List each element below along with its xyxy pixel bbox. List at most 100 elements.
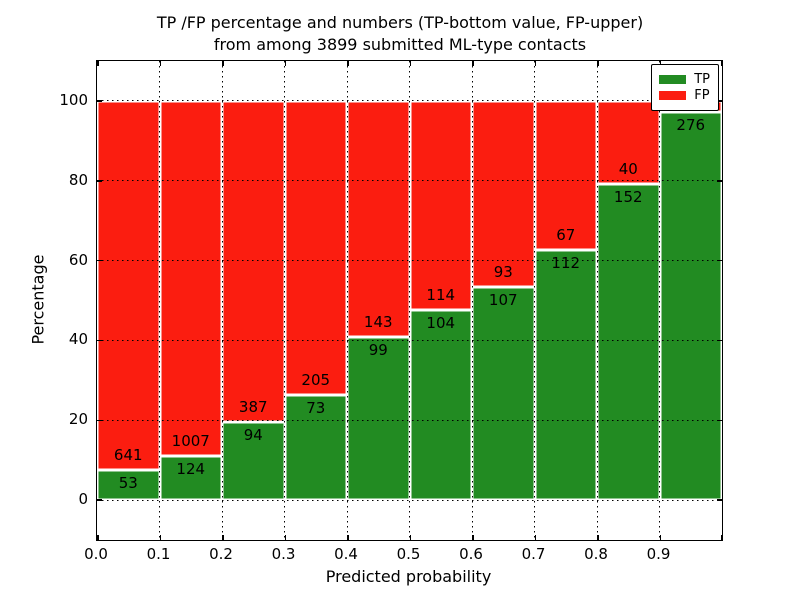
- y-tick-mark: [97, 180, 102, 182]
- x-tick-label: 0.6: [459, 545, 483, 563]
- x-tick-mark: [222, 535, 224, 540]
- tp-count-label: 94: [243, 426, 263, 445]
- x-tick-label: 0.0: [84, 545, 108, 563]
- y-tick-mark: [717, 339, 722, 342]
- bar-segment-fp: [534, 100, 597, 251]
- fp-count-label: 93: [493, 262, 513, 281]
- y-tick-mark: [97, 100, 102, 102]
- fp-count-label: 40: [618, 160, 638, 179]
- tp-count-label: 152: [613, 188, 643, 207]
- x-tick-label: 0.1: [146, 545, 171, 563]
- chart-title: TP /FP percentage and numbers (TP-bottom…: [0, 12, 800, 56]
- bar-segment-fp: [472, 100, 535, 287]
- y-tick-mark: [717, 180, 722, 182]
- bar-segment-tp: [472, 286, 535, 501]
- fp-count-label: 67: [556, 226, 576, 245]
- x-tick-mark: [222, 61, 224, 66]
- legend-item-tp: TP: [659, 73, 710, 86]
- tp-count-label: 104: [426, 313, 456, 332]
- y-tick-mark: [97, 339, 102, 342]
- y-tick-mark: [717, 499, 722, 501]
- bar-segment-tp: [284, 395, 347, 501]
- fp-swatch-icon: [659, 91, 687, 100]
- y-tick-mark: [97, 419, 102, 421]
- x-tick-mark: [159, 535, 161, 540]
- x-tick-mark: [409, 535, 411, 540]
- chart-title-line1: TP /FP percentage and numbers (TP-bottom…: [156, 13, 644, 32]
- tp-swatch-icon: [659, 75, 687, 84]
- bar-segment-fp: [159, 100, 222, 457]
- bar-segment-tp: [597, 184, 660, 501]
- bar-segment-tp: [409, 309, 472, 501]
- fp-count-label: 641: [113, 445, 143, 464]
- axis-ticks-layer: [97, 61, 722, 540]
- vertical-gridline: [346, 61, 348, 540]
- bar-segment-tp: [659, 112, 722, 501]
- x-tick-label: 0.9: [646, 545, 671, 563]
- bar-segment-fp: [347, 100, 410, 337]
- tp-count-label: 276: [676, 116, 706, 135]
- legend: TP FP: [651, 64, 719, 111]
- y-tick-mark: [717, 419, 722, 421]
- vertical-gridline: [159, 61, 160, 540]
- x-tick-mark: [284, 535, 286, 540]
- legend-label-fp: FP: [694, 88, 710, 103]
- x-tick-mark: [97, 535, 99, 540]
- x-tick-mark: [597, 61, 599, 66]
- bar-segment-fp: [97, 100, 160, 470]
- x-tick-mark: [597, 535, 599, 540]
- bar-segment-fp: [409, 100, 472, 310]
- fp-count-label: 387: [238, 398, 268, 417]
- plot-area: 641 53 1007 124 387 94 205 73 143 99 114 104 93 107 67…: [96, 60, 723, 541]
- tp-count-label: 107: [488, 290, 518, 309]
- x-tick-mark: [534, 535, 536, 540]
- x-tick-mark: [347, 535, 349, 540]
- bar-segment-fp: [222, 100, 285, 423]
- x-tick-mark: [659, 535, 661, 540]
- tp-count-label: 73: [306, 399, 326, 418]
- legend-item-fp: FP: [659, 89, 710, 102]
- fp-count-label: 143: [363, 312, 393, 331]
- bar-segment-tp: [534, 250, 597, 501]
- bars-layer: [97, 61, 722, 540]
- x-tick-mark: [472, 535, 474, 540]
- y-tick-label: 0: [78, 490, 88, 509]
- fp-count-label: 114: [426, 285, 456, 304]
- bar-segment-fp: [284, 100, 347, 396]
- vertical-gridline: [471, 61, 473, 540]
- y-tick-mark: [97, 499, 102, 501]
- tp-count-label: 53: [118, 473, 138, 492]
- x-tick-label: 0.2: [209, 545, 233, 563]
- x-tick-mark: [347, 61, 349, 66]
- fp-count-label: 205: [301, 371, 331, 390]
- tp-count-label: 124: [176, 460, 206, 479]
- vertical-gridline: [409, 61, 410, 540]
- chart-title-line2: from among 3899 submitted ML-type contac…: [213, 35, 587, 54]
- x-tick-label: 0.3: [271, 545, 296, 563]
- legend-label-tp: TP: [694, 72, 710, 87]
- x-tick-label: 0.4: [334, 545, 358, 563]
- y-tick-mark: [717, 259, 722, 262]
- y-tick-label: 80: [68, 170, 88, 189]
- y-tick-label: 100: [59, 90, 88, 109]
- x-tick-mark: [97, 61, 99, 66]
- bar-segment-tp: [159, 456, 222, 501]
- y-tick-label: 60: [68, 250, 88, 269]
- bar-segment-tp: [347, 336, 410, 501]
- tp-count-label: 112: [551, 254, 581, 273]
- vertical-gridline: [534, 61, 535, 540]
- fp-count-label: 1007: [171, 432, 210, 451]
- bar-segment-fp: [597, 100, 660, 185]
- x-axis-label: Predicted probability: [325, 567, 492, 586]
- vertical-gridline: [596, 61, 598, 540]
- bar-labels-layer: 641 53 1007 124 387 94 205 73 143 99 114 104 93 107 67…: [97, 61, 722, 540]
- x-tick-label: 0.8: [584, 545, 608, 563]
- x-tick-mark: [720, 61, 722, 66]
- y-tick-label: 20: [68, 410, 88, 429]
- x-tick-mark: [472, 61, 474, 66]
- x-tick-mark: [409, 61, 411, 66]
- y-tick-label: 40: [68, 330, 88, 349]
- gridlines-layer: [97, 61, 722, 540]
- bar-segment-tp: [222, 422, 285, 501]
